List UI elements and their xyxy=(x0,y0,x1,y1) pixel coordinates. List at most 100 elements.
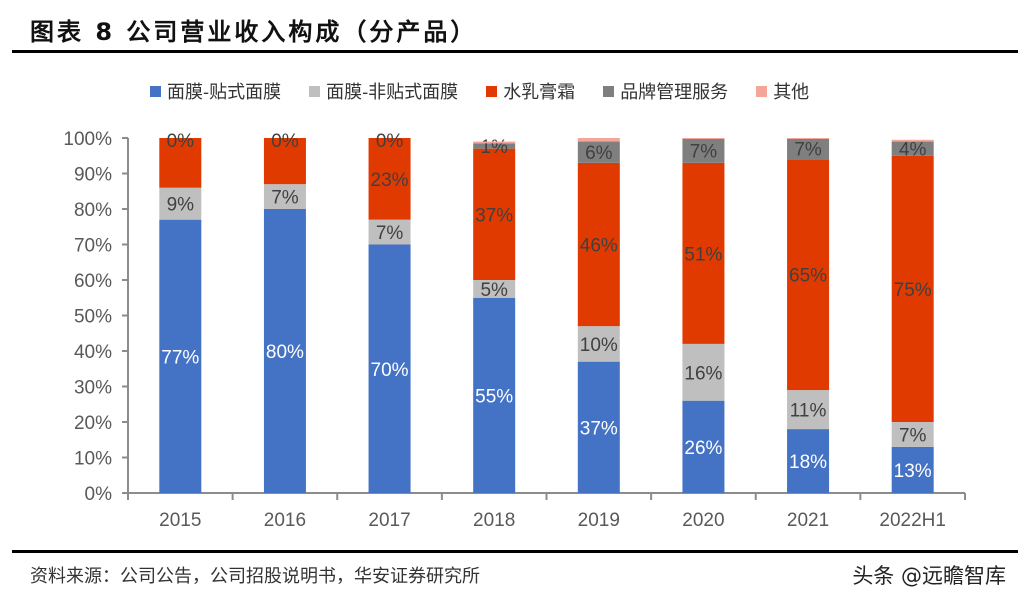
bar-segment xyxy=(682,138,725,139)
y-tick-label: 90% xyxy=(74,165,112,186)
x-tick-label: 2018 xyxy=(473,510,515,531)
y-tick-label: 100% xyxy=(63,129,112,150)
bar-segment xyxy=(682,343,725,401)
data-label: 1% xyxy=(480,137,508,158)
bar-segment xyxy=(682,138,725,163)
bar-segment xyxy=(368,219,411,245)
bar-segment xyxy=(473,141,516,144)
data-label: 7% xyxy=(690,141,718,162)
data-label: 77% xyxy=(161,347,199,368)
data-label: 9% xyxy=(167,195,195,216)
data-label: 65% xyxy=(789,266,827,287)
bar-segment xyxy=(368,244,411,493)
x-tick-label: 2016 xyxy=(264,510,306,531)
data-label: 7% xyxy=(271,188,299,209)
data-label: 11% xyxy=(790,401,827,422)
legend-label: 品牌管理服务 xyxy=(620,82,729,103)
y-tick-label: 50% xyxy=(74,307,112,328)
bar-segment xyxy=(263,209,306,493)
data-label: 4% xyxy=(899,140,927,161)
bar-segment xyxy=(787,138,830,139)
legend-swatch xyxy=(756,85,768,97)
bar-segment xyxy=(577,141,620,163)
legend-item: 面膜-非贴式面膜 xyxy=(309,78,458,104)
bar-segment xyxy=(263,184,306,209)
bar-segment xyxy=(577,326,620,362)
watermark: 头条 @远瞻智库 xyxy=(852,564,1006,588)
data-label: 70% xyxy=(371,360,409,381)
data-label: 0% xyxy=(376,131,404,152)
data-label: 10% xyxy=(580,335,618,356)
legend-item: 品牌管理服务 xyxy=(603,78,728,104)
data-label: 75% xyxy=(894,280,932,301)
bar-segment xyxy=(787,390,830,430)
bar-segment xyxy=(473,297,516,493)
legend-swatch xyxy=(309,85,321,97)
bar-segment xyxy=(473,143,516,149)
legend-label: 面膜-贴式面膜 xyxy=(167,82,282,103)
bar-segment xyxy=(159,187,202,220)
data-label: 0% xyxy=(271,131,299,152)
y-tick-label: 60% xyxy=(74,271,112,292)
bar-segment xyxy=(787,159,830,391)
legend-swatch xyxy=(150,85,161,97)
legend-label: 水乳膏霜 xyxy=(503,82,576,103)
data-label: 16% xyxy=(684,363,722,384)
data-label: 80% xyxy=(266,342,304,363)
bar-segment xyxy=(891,446,934,493)
bar-segment xyxy=(682,162,725,344)
legend-swatch xyxy=(603,85,615,97)
legend-item: 面膜-贴式面膜 xyxy=(150,78,281,104)
bar-segment xyxy=(473,280,516,298)
data-label: 26% xyxy=(684,438,722,459)
legend-swatch xyxy=(486,85,498,97)
bar-segment xyxy=(787,138,830,160)
data-label: 37% xyxy=(580,418,618,439)
x-tick-label: 2021 xyxy=(787,510,829,531)
bar-segment xyxy=(577,361,620,493)
data-label: 7% xyxy=(376,223,404,244)
bar-segment xyxy=(787,429,830,493)
figure-title: 图表 8 公司营业收入构成（分产品） xyxy=(30,18,478,46)
data-label: 7% xyxy=(794,140,822,161)
data-label: 37% xyxy=(475,205,513,226)
bar-segment xyxy=(159,219,202,493)
y-tick-label: 40% xyxy=(74,342,112,363)
bar-segment xyxy=(891,155,934,422)
data-label: 13% xyxy=(894,461,932,482)
source-note: 资料来源：公司公告，公司招股说明书，华安证券研究所 xyxy=(30,566,480,587)
y-tick-label: 0% xyxy=(85,484,113,505)
y-tick-label: 20% xyxy=(74,413,112,434)
bar-segment xyxy=(682,400,725,493)
bar-segment xyxy=(159,138,202,188)
data-label: 6% xyxy=(585,143,613,164)
chart-legend: 面膜-贴式面膜 面膜-非贴式面膜 水乳膏霜 品牌管理服务 其他 xyxy=(150,78,809,104)
legend-label: 其他 xyxy=(773,82,810,103)
bar-segment xyxy=(577,138,620,142)
footer-divider xyxy=(12,550,1018,553)
bar-segment xyxy=(891,422,934,447)
y-tick-label: 30% xyxy=(74,378,112,399)
y-tick-label: 70% xyxy=(74,236,112,257)
x-tick-label: 2019 xyxy=(578,510,620,531)
x-tick-label: 2017 xyxy=(368,510,410,531)
bar-segment xyxy=(891,141,934,156)
data-label: 46% xyxy=(580,236,618,257)
y-tick-label: 10% xyxy=(74,449,112,470)
x-tick-label: 2015 xyxy=(159,510,201,531)
data-label: 5% xyxy=(480,280,508,301)
legend-label: 面膜-非贴式面膜 xyxy=(326,82,459,103)
data-label: 7% xyxy=(899,425,927,446)
bar-segment xyxy=(577,162,620,327)
legend-item: 水乳膏霜 xyxy=(486,78,575,104)
data-label: 23% xyxy=(371,170,409,191)
legend-item: 其他 xyxy=(756,78,809,104)
title-divider xyxy=(12,50,1018,53)
y-tick-label: 80% xyxy=(74,200,112,221)
bar-segment xyxy=(263,138,306,185)
bar-segment xyxy=(891,139,934,142)
data-label: 18% xyxy=(789,452,827,473)
bar-segment xyxy=(368,138,411,220)
data-label: 55% xyxy=(475,386,513,407)
